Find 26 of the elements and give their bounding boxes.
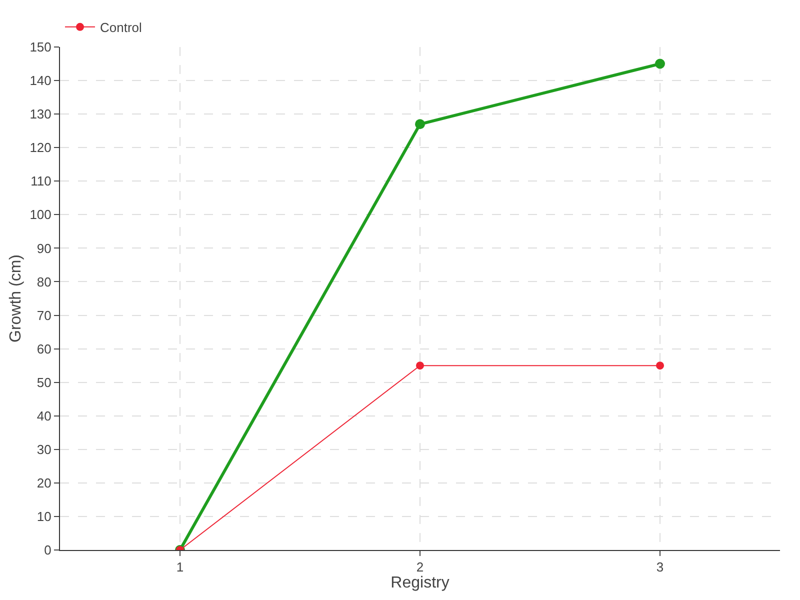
point [655, 58, 665, 69]
x-axis-title: Registry [390, 574, 450, 592]
legend-label: Control [100, 20, 142, 35]
y-tick-label: 30 [36, 442, 52, 457]
y-tick-label: 150 [30, 40, 52, 55]
y-tick-label: 20 [36, 475, 52, 490]
y-tick-label: 70 [36, 308, 52, 323]
y-tick-label: 60 [36, 341, 52, 356]
y-tick-label: 80 [36, 274, 52, 290]
y-tick-label: 90 [36, 240, 52, 256]
y-tick-label: 120 [30, 140, 52, 156]
point [656, 362, 664, 370]
y-tick-label: 130 [30, 106, 52, 122]
y-tick-label: 110 [30, 174, 52, 189]
y-tick-label: 0 [44, 542, 52, 558]
y-tick-label: 10 [36, 509, 52, 524]
y-tick-label: 50 [36, 374, 52, 390]
point [415, 119, 425, 130]
x-tick-label: 1 [176, 560, 184, 575]
y-axis-title: Growth (cm) [8, 254, 25, 342]
y-tick-label: 100 [30, 207, 52, 222]
y-tick-label: 140 [30, 73, 52, 88]
y-tick-label: 40 [36, 408, 52, 424]
x-tick-label: 2 [416, 560, 424, 575]
x-tick-label: 3 [656, 560, 664, 575]
point [416, 362, 424, 370]
